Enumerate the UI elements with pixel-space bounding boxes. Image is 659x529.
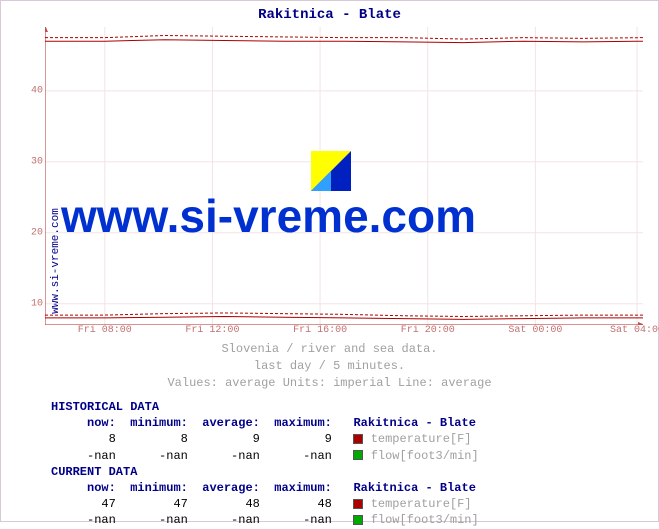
x-tick: Fri 20:00 xyxy=(401,325,455,336)
x-tick: Fri 16:00 xyxy=(293,325,347,336)
x-tick: Fri 12:00 xyxy=(185,325,239,336)
y-tick: 20 xyxy=(31,227,43,238)
x-tick: Sat 00:00 xyxy=(508,325,562,336)
x-tick: Fri 08:00 xyxy=(78,325,132,336)
y-tick-labels: 10 20 30 40 xyxy=(21,27,43,325)
y-tick: 10 xyxy=(31,298,43,309)
section-heading: HISTORICAL DATA xyxy=(51,400,159,414)
data-tables: HISTORICAL DATA now: minimum: average: m… xyxy=(51,399,479,529)
legend-swatch-icon xyxy=(353,499,363,509)
chart-plot-area xyxy=(45,27,643,325)
x-tick-labels: Fri 08:00 Fri 12:00 Fri 16:00 Fri 20:00 Sat … xyxy=(45,325,643,339)
chart-svg xyxy=(45,27,643,325)
y-tick: 40 xyxy=(31,85,43,96)
y-tick: 30 xyxy=(31,156,43,167)
legend-swatch-icon xyxy=(353,515,363,525)
x-tick: Sat 04:00 xyxy=(610,325,659,336)
section-heading: CURRENT DATA xyxy=(51,465,137,479)
caption-line-2: last day / 5 minutes. xyxy=(1,358,658,375)
legend-swatch-icon xyxy=(353,450,363,460)
caption-line-1: Slovenia / river and sea data. xyxy=(1,341,658,358)
legend-swatch-icon xyxy=(353,434,363,444)
caption-line-3: Values: average Units: imperial Line: av… xyxy=(1,375,658,392)
chart-title: Rakitnica - Blate xyxy=(1,1,658,23)
chart-caption: Slovenia / river and sea data. last day … xyxy=(1,341,658,391)
